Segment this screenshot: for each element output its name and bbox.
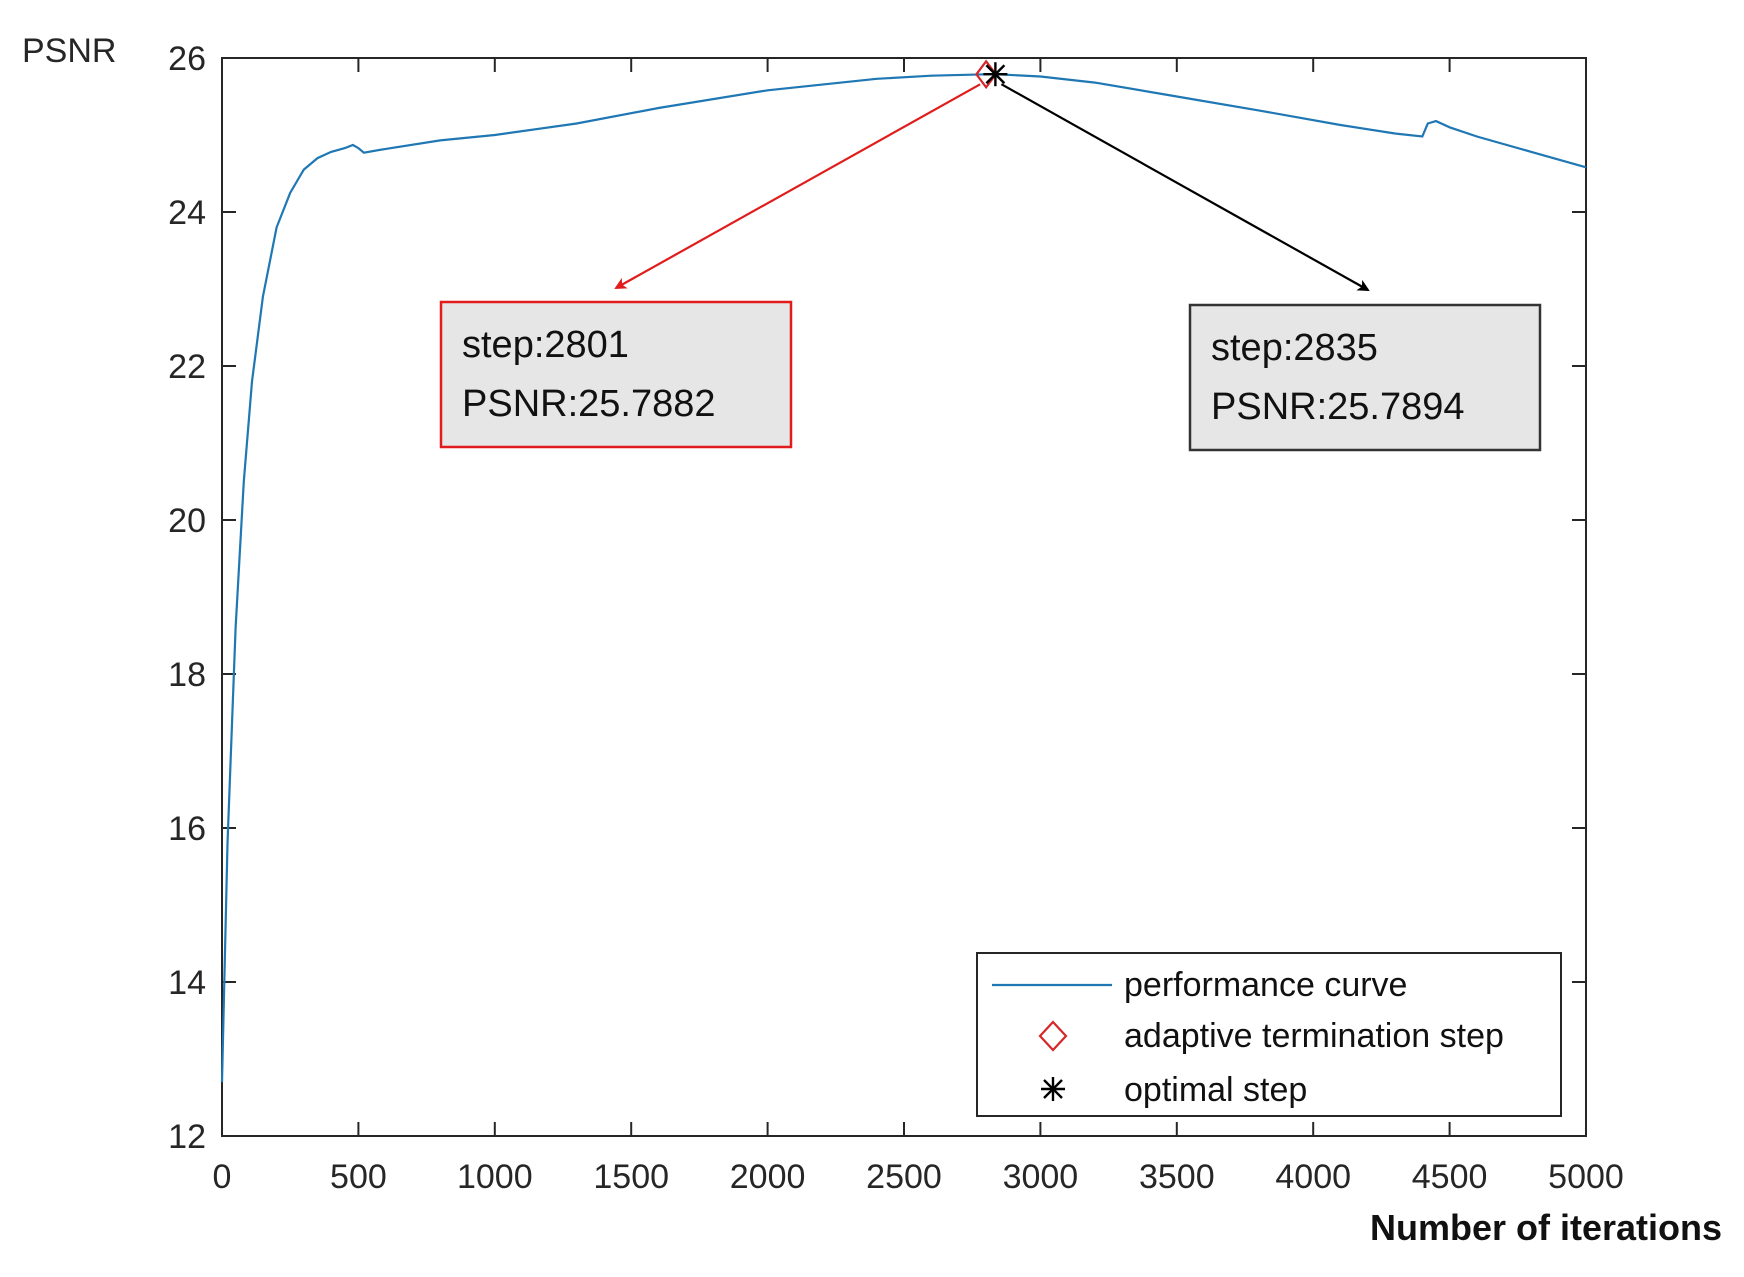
performance-curve-line [220,73,1587,1083]
annotation-adaptive: step:2801 PSNR:25.7882 [439,300,793,449]
y-tick-label: 24 [168,194,206,232]
x-axis-label: Number of iterations [1370,1207,1722,1248]
legend: performance curve adaptive termination s… [976,952,1562,1117]
legend-asterisk-icon [1041,1077,1065,1101]
annotation-optimal-step: step:2835 [1211,327,1378,369]
x-tick-labels: 0 500 1000 1500 2000 2500 3000 3500 4000 4500 5000 [213,1158,1624,1196]
x-tick-label: 500 [330,1158,387,1196]
x-tick-label: 3500 [1139,1158,1215,1196]
annotation-optimal-psnr: PSNR:25.7894 [1211,386,1465,428]
y-axis-label: PSNR [22,32,116,70]
y-tick-label: 12 [168,1118,206,1156]
x-tick-label: 1500 [593,1158,669,1196]
x-tick-label: 2500 [866,1158,942,1196]
x-tick-label: 4500 [1412,1158,1488,1196]
legend-optimal-step: optimal step [1124,1071,1307,1109]
adaptive-step-arrow [614,83,981,289]
y-tick-label: 26 [168,40,206,78]
y-tick-label: 22 [168,348,206,386]
x-tick-label: 5000 [1548,1158,1624,1196]
annotation-adaptive-psnr: PSNR:25.7882 [462,383,716,425]
annotation-optimal: step:2835 PSNR:25.7894 [1188,303,1542,452]
axis-ticks [221,57,1587,1137]
y-tick-labels: 12 14 16 18 20 22 24 26 [168,40,206,1156]
optimal-step-arrow [1000,83,1370,291]
annotation-adaptive-step: step:2801 [462,324,629,366]
x-tick-label: 1000 [457,1158,533,1196]
y-tick-label: 16 [168,810,206,848]
x-tick-label: 2000 [730,1158,806,1196]
x-tick-label: 0 [213,1158,232,1196]
x-tick-label: 3000 [1003,1158,1079,1196]
legend-diamond-icon [1038,1020,1068,1052]
y-tick-label: 20 [168,502,206,540]
legend-adaptive-termination: adaptive termination step [1124,1017,1504,1055]
optimal-step-marker [983,62,1008,87]
legend-performance-curve: performance curve [1124,966,1407,1004]
y-tick-label: 14 [168,964,206,1002]
x-tick-label: 4000 [1275,1158,1351,1196]
y-tick-label: 18 [168,656,206,694]
